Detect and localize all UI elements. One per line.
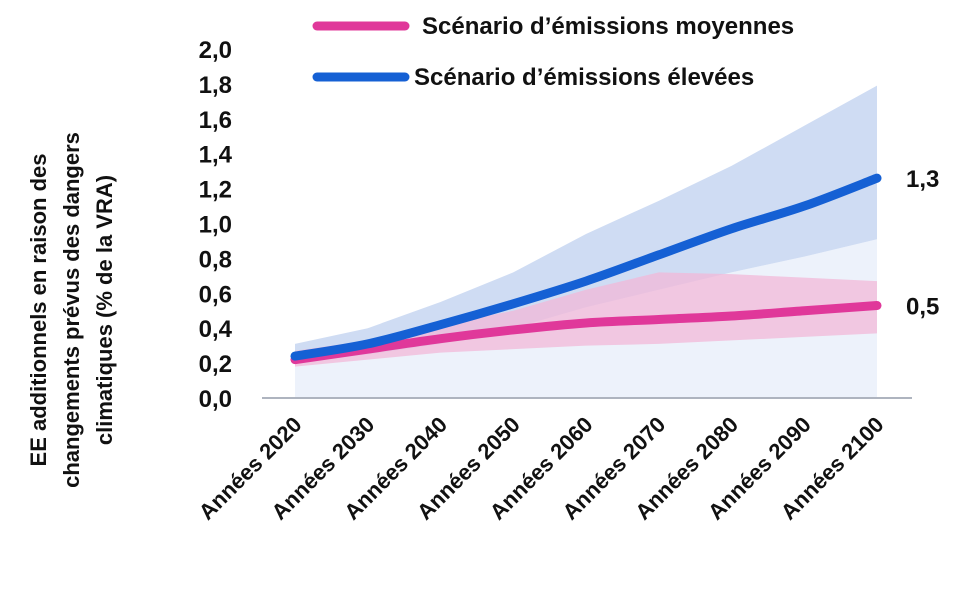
y-tick-label: 0,8 — [199, 246, 232, 273]
y-tick-label: 1,4 — [199, 142, 233, 169]
y-tick-label: 1,8 — [199, 72, 232, 99]
end-label-0: 0,5 — [906, 294, 939, 321]
series-line-1 — [290, 173, 882, 361]
y-label-line: changements prévus des dangers — [59, 132, 84, 488]
legend-label-1: Scénario d’émissions élevées — [414, 64, 754, 91]
series-lines — [290, 173, 882, 365]
legend-label-0: Scénario d’émissions moyennes — [422, 13, 794, 40]
y-tick-label: 0,6 — [199, 281, 232, 308]
y-tick-label: 0,0 — [199, 386, 232, 413]
y-tick-label: 0,4 — [199, 316, 233, 343]
y-label-line: EE additionnels en raison des — [26, 154, 51, 467]
y-tick-label: 1,6 — [199, 107, 232, 134]
y-label-line: climatiques (% de la VRA) — [92, 175, 117, 445]
y-tick-label: 0,2 — [199, 351, 232, 378]
y-axis-ticks: 0,0 0,2 0,4 0,6 0,8 1,0 1,2 1,4 1,6 1,8 2,0 — [199, 37, 233, 413]
series-line-0 — [290, 301, 882, 365]
end-labels: 0,5 1,3 — [906, 166, 939, 320]
y-axis-label: EE additionnels en raison des changements… — [26, 132, 117, 488]
y-tick-label: 2,0 — [199, 37, 232, 64]
end-label-1: 1,3 — [906, 166, 939, 193]
legend: Scénario d’émissions moyennes Scénario d’… — [312, 13, 794, 91]
series-band-1 — [295, 85, 877, 364]
y-tick-label: 1,2 — [199, 177, 232, 204]
y-tick-label: 1,0 — [199, 212, 232, 239]
